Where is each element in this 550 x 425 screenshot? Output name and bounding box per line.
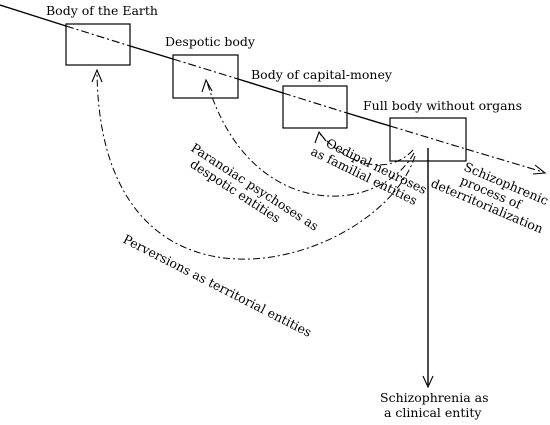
axis-solid-segment-3: [237, 78, 284, 94]
paranoiac-label-line1: Paranoiac psychoses as: [188, 140, 321, 234]
paranoiac-curve: [206, 81, 415, 197]
capital-box: [282, 85, 348, 129]
earth-label: Body of the Earth: [46, 3, 158, 18]
oedipal-curve: [319, 133, 414, 166]
axis-dashed-in-earth: [65, 25, 131, 47]
fbwo-label: Full body without organs: [363, 98, 522, 113]
clinical-label-line2: a clinical entity: [384, 405, 482, 420]
schizophrenic-process-line: [465, 148, 544, 173]
regression-curves: [91, 68, 416, 260]
axis-solid-segment-1: [0, 4, 67, 27]
schizophrenic-process-arrowhead: [532, 164, 547, 175]
earth-box: [65, 23, 131, 66]
perversions-label: Perversions as territorial entities: [121, 231, 314, 339]
perversions-label-group: Perversions as territorial entities: [121, 231, 314, 339]
perversions-arrowhead: [91, 68, 103, 83]
despotic-label: Despotic body: [165, 34, 256, 49]
perversions-curve: [96, 71, 416, 260]
axis-dashed-in-fbwo: [389, 125, 467, 150]
schizophrenic-process-label-group: Schizophrenic process of deterritorializ…: [429, 159, 550, 236]
axis-solid-segment-2: [129, 45, 174, 60]
paranoiac-label-group: Paranoiac psychoses as despotic entities: [187, 140, 321, 234]
history-axis: [0, 4, 547, 175]
axis-dashed-in-despotic: [172, 58, 239, 80]
axis-solid-segment-4: [346, 112, 391, 127]
axis-dashed-in-capital: [282, 92, 348, 114]
oedipal-arrowhead: [314, 130, 327, 144]
despotic-box: [172, 54, 239, 99]
oedipal-label-group: Oedipal neuroses as familial entities: [309, 135, 430, 208]
capital-label: Body of capital-money: [251, 67, 393, 82]
clinical-label-line1: Schizophrenia as: [380, 390, 489, 405]
clinical-arrowhead: [422, 375, 434, 389]
paranoiac-arrowhead: [201, 78, 213, 93]
